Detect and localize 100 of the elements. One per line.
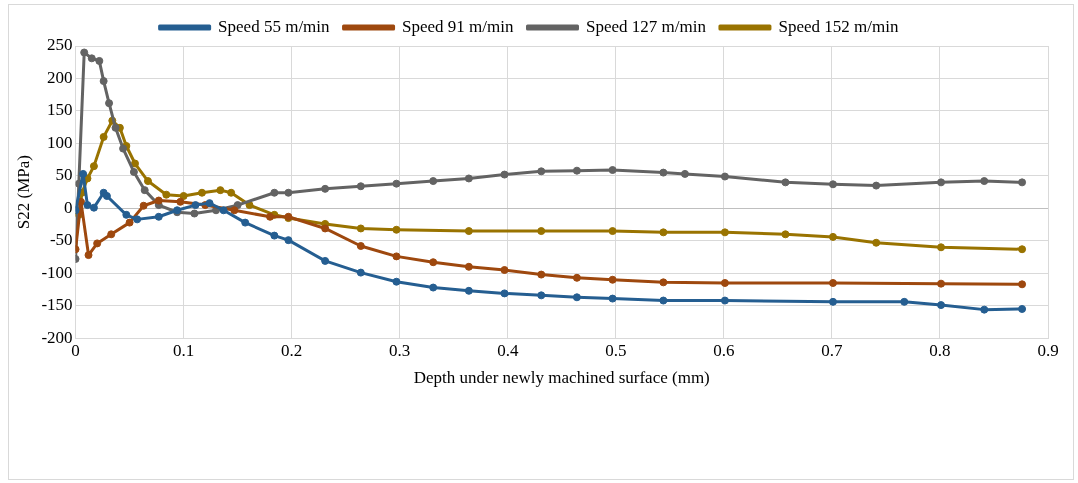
point: [93, 239, 102, 248]
point: [980, 305, 989, 314]
point: [781, 178, 790, 187]
point: [608, 166, 617, 175]
point: [356, 224, 365, 233]
y-axis-title: S22 (MPa): [13, 155, 33, 230]
x-axis-title: Depth under newly machined surface (mm): [413, 368, 710, 388]
point: [89, 162, 98, 171]
point: [270, 188, 279, 197]
x-tick-label: 0.4: [497, 340, 519, 360]
point: [392, 277, 401, 286]
point: [87, 54, 96, 63]
x-tick-label: 0.2: [281, 340, 303, 360]
y-tick-label: 100: [47, 132, 73, 152]
point: [720, 228, 729, 237]
point: [872, 181, 881, 190]
point: [176, 197, 185, 206]
point: [154, 196, 163, 205]
point: [828, 180, 837, 189]
point: [659, 228, 668, 237]
point: [230, 206, 239, 215]
point: [464, 174, 473, 183]
point: [937, 279, 946, 288]
point: [321, 184, 330, 193]
point: [133, 215, 142, 224]
point: [429, 283, 438, 292]
point: [216, 186, 225, 195]
point: [284, 188, 293, 197]
x-tick-label: 0.3: [389, 340, 411, 360]
point: [266, 212, 275, 221]
point: [464, 286, 473, 295]
x-tick-label: 0.9: [1037, 340, 1059, 360]
point: [191, 201, 200, 210]
point: [392, 252, 401, 261]
point: [429, 258, 438, 267]
point: [720, 172, 729, 181]
point: [500, 266, 509, 275]
point: [321, 256, 330, 265]
point: [84, 251, 93, 260]
point: [828, 279, 837, 288]
point: [500, 170, 509, 179]
point: [828, 232, 837, 241]
point: [537, 167, 546, 176]
legend-label: Speed 91 m/min: [402, 16, 514, 36]
point: [162, 190, 171, 199]
point: [99, 132, 108, 141]
point: [321, 224, 330, 233]
point: [659, 296, 668, 305]
point: [572, 293, 581, 302]
point: [356, 242, 365, 250]
point: [572, 273, 581, 282]
legend-label: Speed 127 m/min: [586, 16, 707, 36]
point: [83, 201, 92, 210]
point: [781, 230, 790, 239]
point: [537, 227, 546, 236]
point: [659, 168, 668, 177]
y-tick-label: 50: [55, 165, 73, 185]
point: [720, 296, 729, 305]
point: [102, 192, 111, 200]
point: [197, 188, 206, 197]
point: [356, 182, 365, 191]
legend-label: Speed 55 m/min: [218, 16, 331, 36]
point: [95, 56, 104, 65]
point: [356, 268, 365, 277]
point: [89, 203, 98, 212]
point: [937, 178, 946, 187]
point: [828, 297, 837, 306]
point: [241, 218, 250, 227]
point: [464, 227, 473, 236]
point: [205, 199, 214, 208]
point: [1018, 280, 1027, 289]
point: [980, 177, 989, 186]
point: [572, 166, 581, 175]
point: [900, 297, 909, 306]
point: [79, 169, 88, 178]
point: [429, 177, 438, 186]
point: [122, 210, 131, 219]
point: [105, 99, 114, 108]
point: [154, 212, 163, 221]
point: [392, 225, 401, 234]
point: [720, 279, 729, 288]
y-tick-label: 150: [47, 100, 73, 120]
point: [464, 262, 473, 271]
point: [143, 177, 152, 186]
x-tick-label: 0.8: [929, 340, 951, 360]
point: [190, 209, 199, 218]
y-tick-label: 200: [47, 67, 73, 87]
y-tick-label: -150: [41, 295, 73, 315]
point: [139, 201, 148, 210]
point: [99, 77, 108, 86]
y-tick-label: 250: [47, 35, 73, 55]
x-tick-label: 0.6: [713, 340, 735, 360]
point: [227, 188, 236, 197]
point: [245, 201, 254, 210]
point: [1018, 304, 1027, 313]
point: [537, 270, 546, 279]
x-tick-label: 0.7: [821, 340, 844, 360]
x-tick-label: 0.1: [172, 340, 195, 360]
point: [537, 291, 546, 300]
point: [500, 289, 509, 298]
